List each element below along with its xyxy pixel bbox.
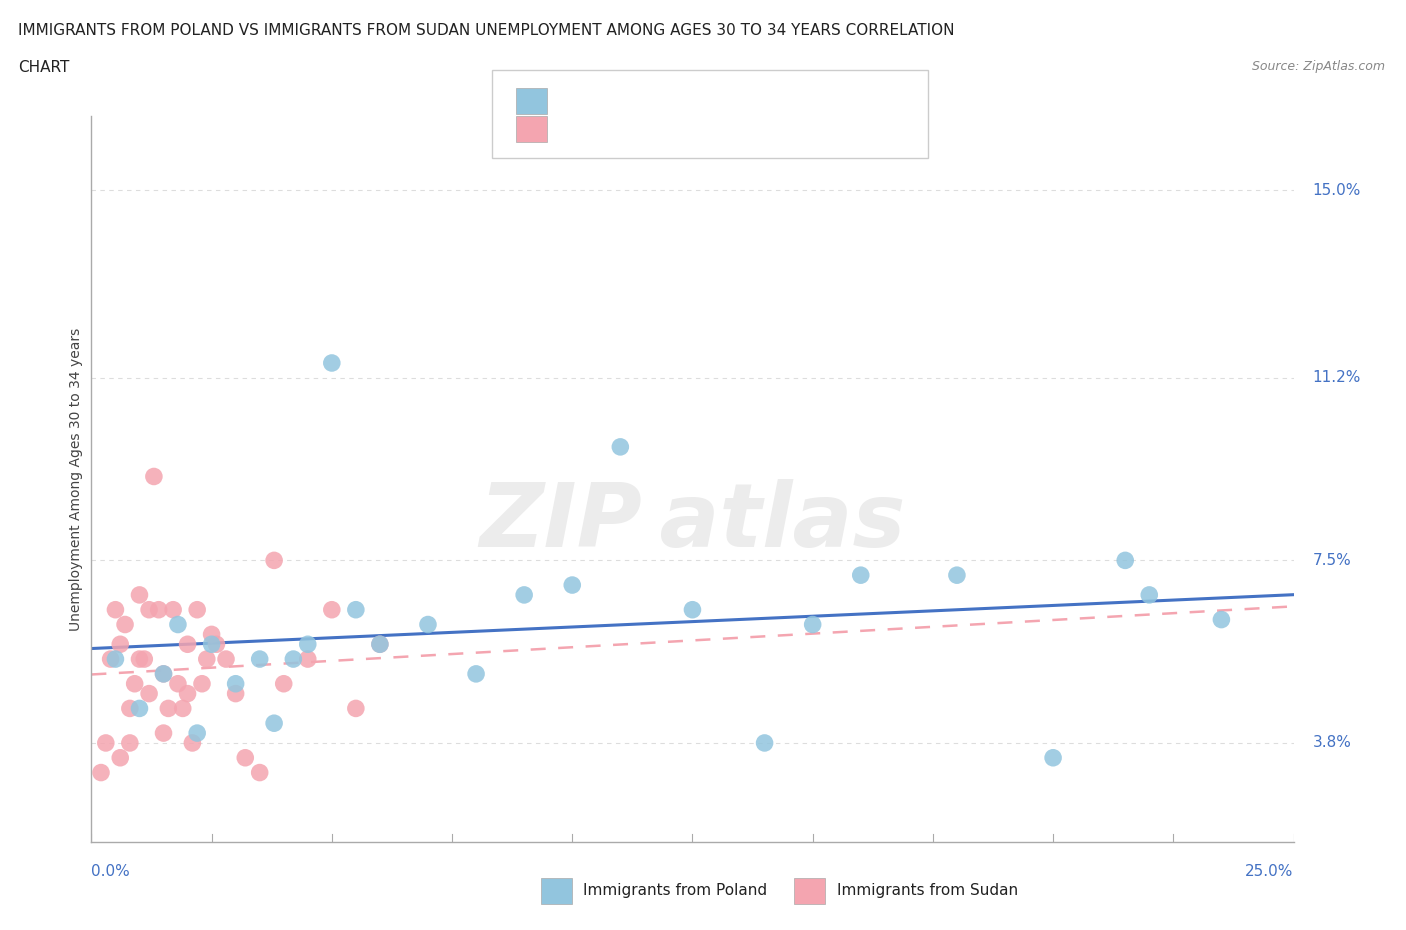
- Point: [162, 603, 184, 618]
- Text: 0.220: 0.220: [586, 92, 638, 111]
- Point: [465, 667, 488, 682]
- Point: [104, 652, 127, 667]
- Point: [297, 637, 319, 652]
- Point: [344, 603, 367, 618]
- Point: [172, 701, 194, 716]
- Point: [138, 686, 160, 701]
- Point: [249, 765, 271, 780]
- Point: [128, 588, 150, 603]
- Point: [263, 716, 285, 731]
- Point: [344, 701, 367, 716]
- Text: Source: ZipAtlas.com: Source: ZipAtlas.com: [1251, 60, 1385, 73]
- Point: [1042, 751, 1064, 765]
- Text: 28: 28: [683, 92, 706, 111]
- Point: [167, 676, 190, 691]
- Point: [283, 652, 305, 667]
- Point: [176, 686, 198, 701]
- Point: [215, 652, 238, 667]
- Text: IMMIGRANTS FROM POLAND VS IMMIGRANTS FROM SUDAN UNEMPLOYMENT AMONG AGES 30 TO 34: IMMIGRANTS FROM POLAND VS IMMIGRANTS FRO…: [18, 23, 955, 38]
- Text: 0.130: 0.130: [586, 120, 638, 139]
- Point: [1137, 588, 1160, 603]
- Point: [368, 637, 391, 652]
- Point: [118, 736, 141, 751]
- Point: [273, 676, 295, 691]
- Y-axis label: Unemployment Among Ages 30 to 34 years: Unemployment Among Ages 30 to 34 years: [69, 327, 83, 631]
- Point: [416, 618, 439, 632]
- Point: [100, 652, 122, 667]
- Point: [263, 553, 285, 568]
- Point: [157, 701, 180, 716]
- Point: [152, 667, 174, 682]
- Point: [321, 603, 343, 618]
- Text: Immigrants from Sudan: Immigrants from Sudan: [837, 884, 1018, 898]
- Point: [167, 618, 190, 632]
- Text: N =: N =: [634, 120, 686, 139]
- Text: 15.0%: 15.0%: [1313, 183, 1361, 198]
- Point: [90, 765, 112, 780]
- Point: [561, 578, 583, 592]
- Point: [152, 667, 174, 682]
- Point: [134, 652, 156, 667]
- Point: [321, 355, 343, 370]
- Text: 25.0%: 25.0%: [1246, 864, 1294, 879]
- Point: [152, 725, 174, 740]
- Point: [110, 637, 132, 652]
- Point: [186, 603, 208, 618]
- Point: [128, 701, 150, 716]
- Point: [1211, 612, 1233, 627]
- Text: R =: R =: [561, 120, 598, 139]
- Point: [249, 652, 271, 667]
- Text: 41: 41: [683, 120, 706, 139]
- Point: [513, 588, 536, 603]
- Point: [195, 652, 218, 667]
- Point: [225, 676, 247, 691]
- Point: [94, 736, 117, 751]
- Text: 3.8%: 3.8%: [1313, 736, 1351, 751]
- Text: R =: R =: [561, 92, 598, 111]
- Point: [191, 676, 214, 691]
- Point: [368, 637, 391, 652]
- Point: [205, 637, 228, 652]
- Point: [104, 603, 127, 618]
- Point: [114, 618, 136, 632]
- Point: [946, 567, 969, 582]
- Point: [801, 618, 824, 632]
- Text: 0.0%: 0.0%: [91, 864, 131, 879]
- Text: N =: N =: [634, 92, 686, 111]
- Point: [233, 751, 256, 765]
- Text: ZIP atlas: ZIP atlas: [479, 479, 905, 566]
- Point: [176, 637, 198, 652]
- Point: [138, 603, 160, 618]
- Point: [142, 469, 165, 484]
- Point: [118, 701, 141, 716]
- Point: [128, 652, 150, 667]
- Point: [849, 567, 872, 582]
- Text: Immigrants from Poland: Immigrants from Poland: [583, 884, 768, 898]
- Point: [225, 686, 247, 701]
- Point: [148, 603, 170, 618]
- Text: 11.2%: 11.2%: [1313, 370, 1361, 385]
- Point: [200, 637, 222, 652]
- Point: [181, 736, 204, 751]
- Point: [754, 736, 776, 751]
- Point: [200, 627, 222, 642]
- Point: [110, 751, 132, 765]
- Text: 7.5%: 7.5%: [1313, 552, 1351, 568]
- Point: [186, 725, 208, 740]
- Point: [1114, 553, 1136, 568]
- Point: [297, 652, 319, 667]
- Point: [609, 440, 631, 455]
- Text: CHART: CHART: [18, 60, 70, 75]
- Point: [124, 676, 146, 691]
- Point: [681, 603, 703, 618]
